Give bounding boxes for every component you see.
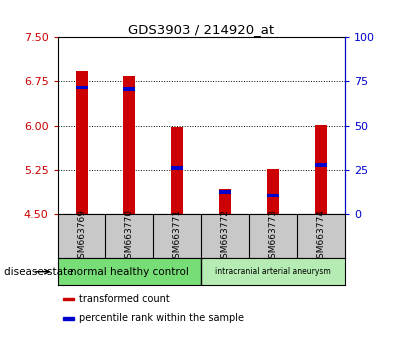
Bar: [63, 298, 74, 301]
Text: GSM663771: GSM663771: [173, 209, 182, 264]
Bar: [315, 125, 327, 214]
Text: GSM663773: GSM663773: [269, 209, 278, 264]
Bar: [123, 75, 136, 214]
Bar: [201, 258, 345, 285]
Bar: [171, 166, 183, 170]
Text: GSM663770: GSM663770: [125, 209, 134, 264]
Bar: [123, 87, 136, 91]
Bar: [267, 194, 279, 197]
Title: GDS3903 / 214920_at: GDS3903 / 214920_at: [128, 23, 275, 36]
Text: GSM663774: GSM663774: [317, 209, 326, 264]
Text: GSM663772: GSM663772: [221, 209, 230, 264]
Text: normal healthy control: normal healthy control: [70, 267, 189, 277]
Bar: [76, 86, 88, 89]
Bar: [171, 127, 183, 214]
Bar: [76, 71, 88, 214]
Bar: [315, 164, 327, 167]
Text: transformed count: transformed count: [79, 294, 170, 304]
Bar: [219, 190, 231, 194]
Bar: [63, 317, 74, 320]
Bar: [219, 189, 231, 214]
Bar: [267, 169, 279, 214]
Text: percentile rank within the sample: percentile rank within the sample: [79, 313, 245, 323]
Bar: [58, 258, 201, 285]
Text: intracranial arterial aneurysm: intracranial arterial aneurysm: [215, 267, 331, 276]
Text: GSM663769: GSM663769: [77, 209, 86, 264]
Text: disease state: disease state: [4, 267, 74, 277]
